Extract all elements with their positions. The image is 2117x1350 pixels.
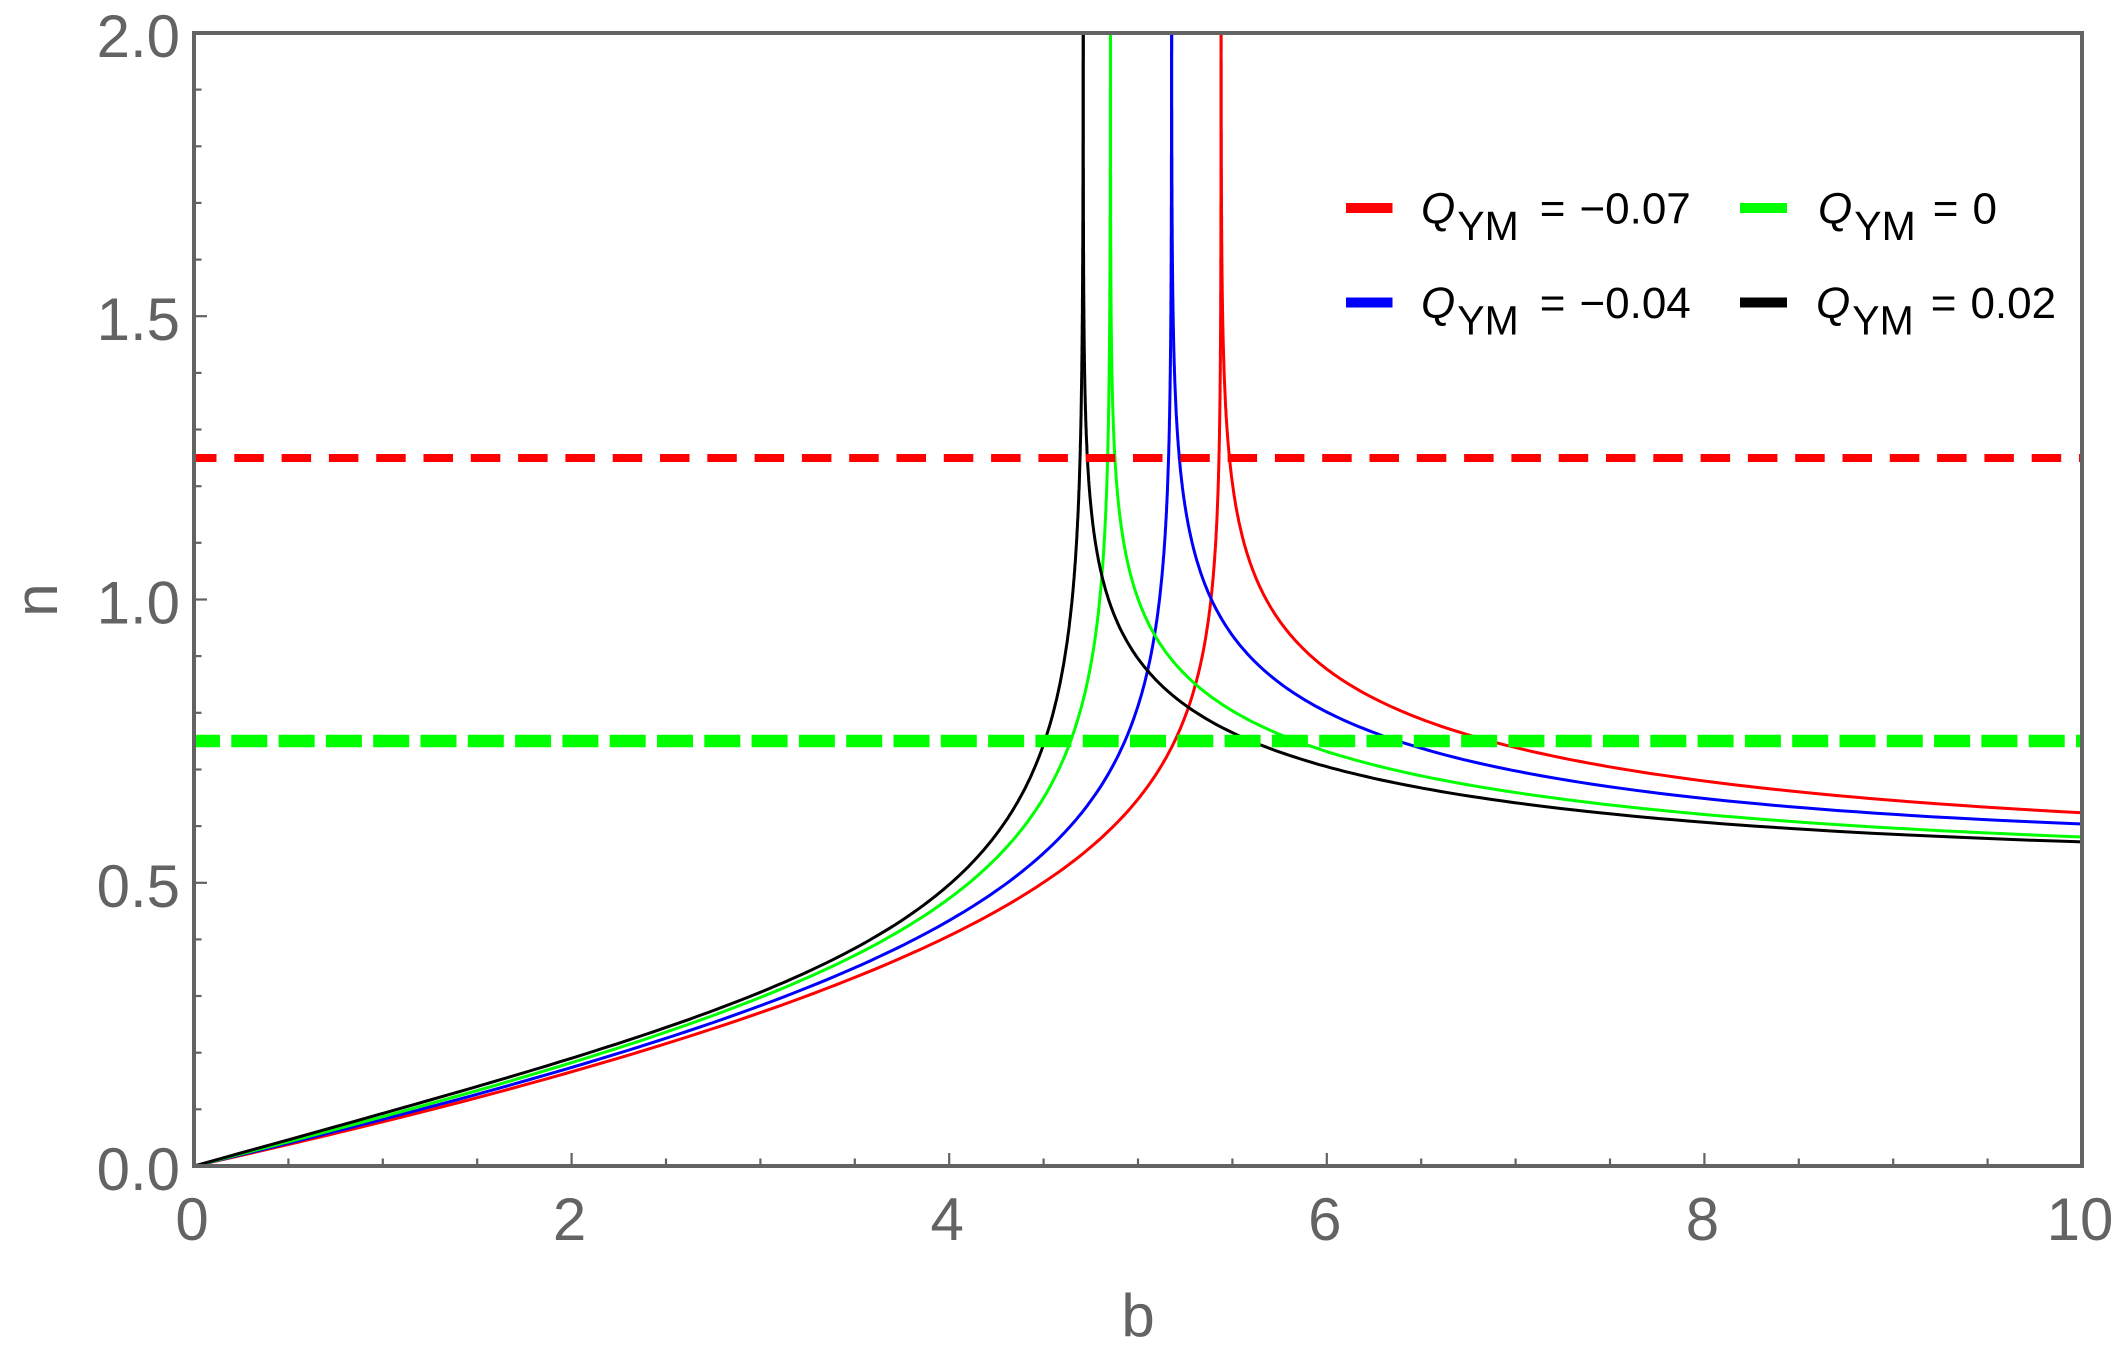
svg-text:8: 8 bbox=[1686, 1186, 1719, 1253]
svg-text:0: 0 bbox=[175, 1186, 208, 1253]
svg-text:10: 10 bbox=[2047, 1186, 2114, 1253]
svg-text:6: 6 bbox=[1308, 1186, 1341, 1253]
svg-text:0.0: 0.0 bbox=[97, 1136, 180, 1203]
svg-text:4: 4 bbox=[931, 1186, 964, 1253]
svg-text:QYM=0: QYM = 0 bbox=[1818, 185, 1997, 250]
svg-text:2.0: 2.0 bbox=[97, 3, 180, 70]
svg-text:1.5: 1.5 bbox=[97, 286, 180, 353]
svg-text:n: n bbox=[3, 583, 70, 616]
svg-text:1.0: 1.0 bbox=[97, 570, 180, 637]
svg-text:QYM=0.02: QYM = 0.02 bbox=[1816, 279, 2056, 344]
svg-text:2: 2 bbox=[553, 1186, 586, 1253]
svg-text:0.5: 0.5 bbox=[97, 853, 180, 920]
svg-text:QYM=−0.07: QYM = −0.07 bbox=[1421, 185, 1691, 250]
svg-text:QYM=−0.04: QYM = −0.04 bbox=[1421, 279, 1691, 344]
svg-text:b: b bbox=[1121, 1282, 1154, 1349]
